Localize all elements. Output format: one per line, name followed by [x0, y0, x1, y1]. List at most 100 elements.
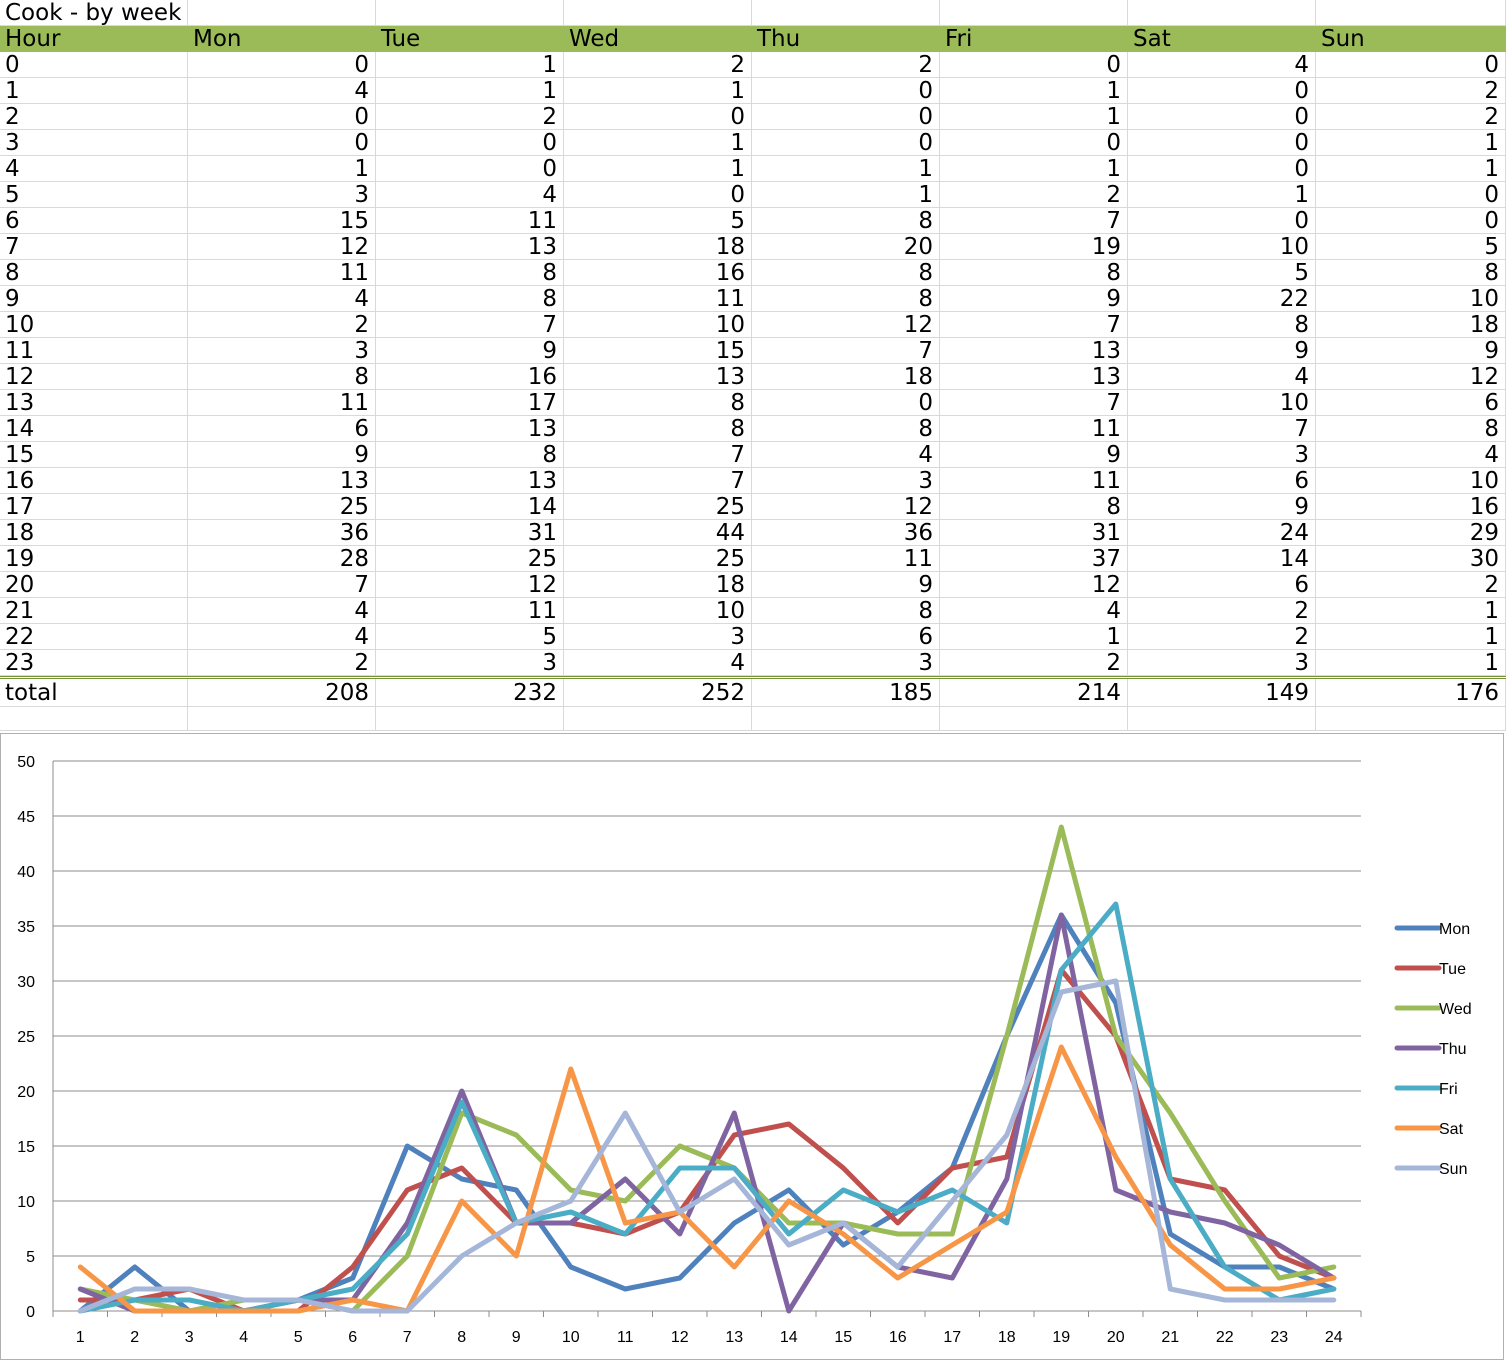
- header-cell-thu[interactable]: Thu: [752, 26, 940, 52]
- empty-cell[interactable]: [1128, 0, 1316, 26]
- hour-cell[interactable]: 10: [0, 312, 188, 338]
- value-cell[interactable]: 4: [564, 650, 752, 676]
- value-cell[interactable]: 0: [940, 52, 1128, 78]
- value-cell[interactable]: 6: [1128, 468, 1316, 494]
- value-cell[interactable]: 0: [1316, 208, 1506, 234]
- value-cell[interactable]: 18: [564, 572, 752, 598]
- value-cell[interactable]: 10: [564, 312, 752, 338]
- value-cell[interactable]: 2: [1128, 598, 1316, 624]
- value-cell[interactable]: 5: [1128, 260, 1316, 286]
- value-cell[interactable]: 2: [564, 52, 752, 78]
- line-chart[interactable]: 0 5 10 15 20 25 30 35 40 45 50 1 2 3 4 5 6 7 8 9 10 11 12 13 14 1…: [0, 733, 1504, 1360]
- value-cell[interactable]: 31: [376, 520, 564, 546]
- sheet-title[interactable]: Cook - by week: [0, 0, 188, 26]
- value-cell[interactable]: 6: [752, 624, 940, 650]
- hour-cell[interactable]: 12: [0, 364, 188, 390]
- value-cell[interactable]: 0: [376, 156, 564, 182]
- value-cell[interactable]: 1: [564, 130, 752, 156]
- value-cell[interactable]: 8: [564, 416, 752, 442]
- value-cell[interactable]: 8: [188, 364, 376, 390]
- value-cell[interactable]: 1: [752, 156, 940, 182]
- value-cell[interactable]: 28: [188, 546, 376, 572]
- value-cell[interactable]: 5: [564, 208, 752, 234]
- empty-cell[interactable]: [376, 0, 564, 26]
- empty-cell[interactable]: [564, 707, 752, 731]
- value-cell[interactable]: 36: [752, 520, 940, 546]
- value-cell[interactable]: 9: [1316, 338, 1506, 364]
- value-cell[interactable]: 0: [564, 182, 752, 208]
- value-cell[interactable]: 1: [940, 624, 1128, 650]
- value-cell[interactable]: 7: [564, 442, 752, 468]
- value-cell[interactable]: 10: [1316, 468, 1506, 494]
- value-cell[interactable]: 13: [564, 364, 752, 390]
- hour-cell[interactable]: 19: [0, 546, 188, 572]
- value-cell[interactable]: 1: [940, 78, 1128, 104]
- value-cell[interactable]: 9: [1128, 494, 1316, 520]
- value-cell[interactable]: 3: [752, 650, 940, 676]
- value-cell[interactable]: 4: [1316, 442, 1506, 468]
- value-cell[interactable]: 0: [1128, 130, 1316, 156]
- value-cell[interactable]: 0: [1316, 182, 1506, 208]
- value-cell[interactable]: 24: [1128, 520, 1316, 546]
- header-cell-sun[interactable]: Sun: [1316, 26, 1506, 52]
- hour-cell[interactable]: 15: [0, 442, 188, 468]
- value-cell[interactable]: 3: [1128, 442, 1316, 468]
- header-cell-hour[interactable]: Hour: [0, 26, 188, 52]
- value-cell[interactable]: 1: [940, 156, 1128, 182]
- value-cell[interactable]: 25: [376, 546, 564, 572]
- value-cell[interactable]: 18: [1316, 312, 1506, 338]
- value-cell[interactable]: 8: [1316, 260, 1506, 286]
- value-cell[interactable]: 13: [376, 416, 564, 442]
- value-cell[interactable]: 16: [1316, 494, 1506, 520]
- value-cell[interactable]: 7: [1128, 416, 1316, 442]
- header-cell-sat[interactable]: Sat: [1128, 26, 1316, 52]
- total-cell-thu[interactable]: 185: [752, 679, 940, 707]
- value-cell[interactable]: 9: [752, 572, 940, 598]
- hour-cell[interactable]: 13: [0, 390, 188, 416]
- hour-cell[interactable]: 3: [0, 130, 188, 156]
- empty-cell[interactable]: [1128, 707, 1316, 731]
- hour-cell[interactable]: 6: [0, 208, 188, 234]
- value-cell[interactable]: 12: [188, 234, 376, 260]
- hour-cell[interactable]: 17: [0, 494, 188, 520]
- value-cell[interactable]: 4: [752, 442, 940, 468]
- value-cell[interactable]: 2: [1316, 572, 1506, 598]
- value-cell[interactable]: 7: [752, 338, 940, 364]
- value-cell[interactable]: 12: [752, 494, 940, 520]
- empty-cell[interactable]: [1316, 0, 1506, 26]
- value-cell[interactable]: 0: [752, 130, 940, 156]
- value-cell[interactable]: 1: [564, 78, 752, 104]
- value-cell[interactable]: 11: [188, 390, 376, 416]
- value-cell[interactable]: 2: [188, 312, 376, 338]
- value-cell[interactable]: 4: [188, 598, 376, 624]
- hour-cell[interactable]: 18: [0, 520, 188, 546]
- value-cell[interactable]: 10: [1316, 286, 1506, 312]
- value-cell[interactable]: 25: [564, 546, 752, 572]
- value-cell[interactable]: 25: [564, 494, 752, 520]
- value-cell[interactable]: 13: [188, 468, 376, 494]
- value-cell[interactable]: 4: [188, 286, 376, 312]
- value-cell[interactable]: 10: [564, 598, 752, 624]
- value-cell[interactable]: 3: [376, 650, 564, 676]
- total-cell-mon[interactable]: 208: [188, 679, 376, 707]
- value-cell[interactable]: 8: [376, 442, 564, 468]
- value-cell[interactable]: 2: [1128, 624, 1316, 650]
- value-cell[interactable]: 7: [940, 208, 1128, 234]
- value-cell[interactable]: 13: [376, 234, 564, 260]
- empty-cell[interactable]: [940, 0, 1128, 26]
- value-cell[interactable]: 17: [376, 390, 564, 416]
- value-cell[interactable]: 11: [940, 468, 1128, 494]
- value-cell[interactable]: 8: [1316, 416, 1506, 442]
- empty-cell[interactable]: [188, 0, 376, 26]
- total-cell-tue[interactable]: 232: [376, 679, 564, 707]
- value-cell[interactable]: 7: [940, 312, 1128, 338]
- value-cell[interactable]: 0: [752, 78, 940, 104]
- value-cell[interactable]: 9: [940, 442, 1128, 468]
- value-cell[interactable]: 11: [376, 598, 564, 624]
- value-cell[interactable]: 14: [376, 494, 564, 520]
- value-cell[interactable]: 1: [1316, 598, 1506, 624]
- value-cell[interactable]: 8: [752, 286, 940, 312]
- empty-cell[interactable]: [752, 707, 940, 731]
- value-cell[interactable]: 7: [376, 312, 564, 338]
- hour-cell[interactable]: 5: [0, 182, 188, 208]
